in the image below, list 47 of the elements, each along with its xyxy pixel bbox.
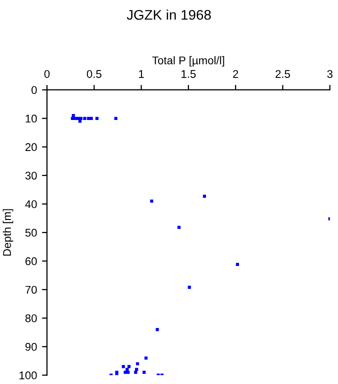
chart-title: JGZK in 1968 [126,10,211,20]
point [202,194,206,198]
x-axis-title: Total P [µmol/l] [152,56,224,67]
point [86,116,90,120]
x-tick-label: 0 [44,70,50,78]
point [74,116,77,120]
point [150,200,154,203]
y-tick-label: 50 [25,228,37,237]
y-tick-label: 10 [26,114,37,123]
x-tick-label: 1.5 [182,70,196,78]
point [127,365,131,368]
point [114,116,118,120]
x-tick-label: 1 [139,70,144,78]
y-tick-label: 80 [25,314,37,322]
x-tick-label: 0.5 [86,70,102,78]
y-tick-label: 20 [25,143,37,152]
point [78,120,82,123]
point [177,226,181,229]
y-tick-label: 0 [32,86,37,94]
x-tick-label: 2 [233,70,238,78]
point [126,368,129,372]
point [188,286,191,289]
point [95,116,99,120]
point [142,370,146,374]
point [124,370,127,374]
point [90,116,93,120]
point [134,370,138,374]
point [135,368,138,372]
point [236,262,240,266]
point [122,365,125,368]
x-tick-label: 2.5 [276,70,290,78]
point [115,370,118,374]
y-tick-label: 40 [25,200,37,208]
y-tick-label: 90 [25,342,37,351]
y-axis-title: Depth [m] [2,209,14,256]
point [72,114,75,118]
point [156,328,159,332]
y-tick-label: 70 [25,286,37,294]
y-tick-label: 100 [20,371,37,380]
y-tick-label: 30 [25,172,37,180]
point [83,116,86,120]
x-tick-label: 3 [327,70,332,78]
point [144,356,148,360]
point [79,116,82,120]
point [136,362,140,366]
y-tick-label: 60 [25,257,37,266]
point [126,370,130,374]
